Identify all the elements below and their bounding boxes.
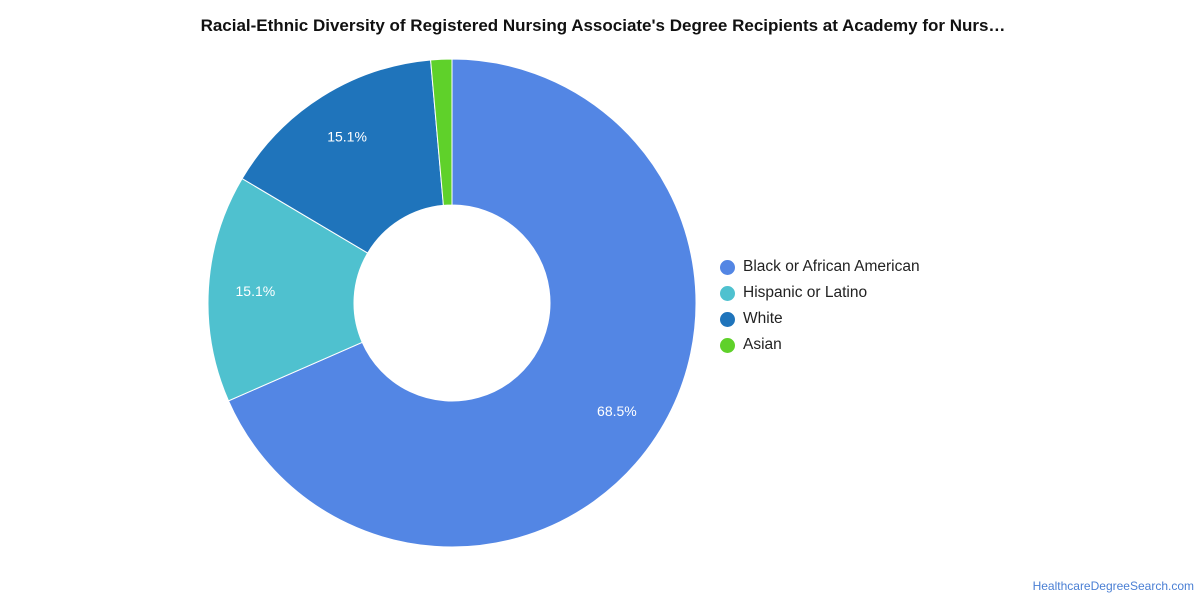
legend-item-asian[interactable]: Asian <box>720 332 920 358</box>
legend-swatch-black-or-african-american <box>720 259 735 275</box>
legend-swatch-hispanic-or-latino <box>720 285 735 301</box>
data-label-hispanic-or-latino: 15.1% <box>236 283 276 299</box>
legend: Black or African American Hispanic or La… <box>720 254 920 358</box>
legend-item-white[interactable]: White <box>720 306 920 332</box>
slice-hispanic-or-latino[interactable] <box>207 177 369 402</box>
labels-group: 68.5% 15.1% 15.1% <box>236 128 637 419</box>
legend-swatch-white <box>720 311 735 327</box>
legend-label: Black or African American <box>743 258 920 275</box>
legend-item-hispanic-or-latino[interactable]: Hispanic or Latino <box>720 280 920 306</box>
chart-title: Racial-Ethnic Diversity of Registered Nu… <box>200 16 1006 35</box>
data-label-black-or-african-american: 68.5% <box>597 403 637 419</box>
legend-swatch-asian <box>720 337 735 353</box>
slice-black-or-african-american[interactable] <box>227 58 697 548</box>
data-label-white: 15.1% <box>327 128 367 144</box>
legend-label: Asian <box>743 336 782 353</box>
legend-label: Hispanic or Latino <box>743 284 868 301</box>
slices-group <box>207 58 697 548</box>
legend-label: White <box>743 310 783 327</box>
legend-item-black-or-african-american[interactable]: Black or African American <box>720 254 920 280</box>
source-link[interactable]: HealthcareDegreeSearch.com <box>1032 579 1194 593</box>
slice-asian[interactable] <box>430 58 453 206</box>
slice-white[interactable] <box>241 59 444 254</box>
